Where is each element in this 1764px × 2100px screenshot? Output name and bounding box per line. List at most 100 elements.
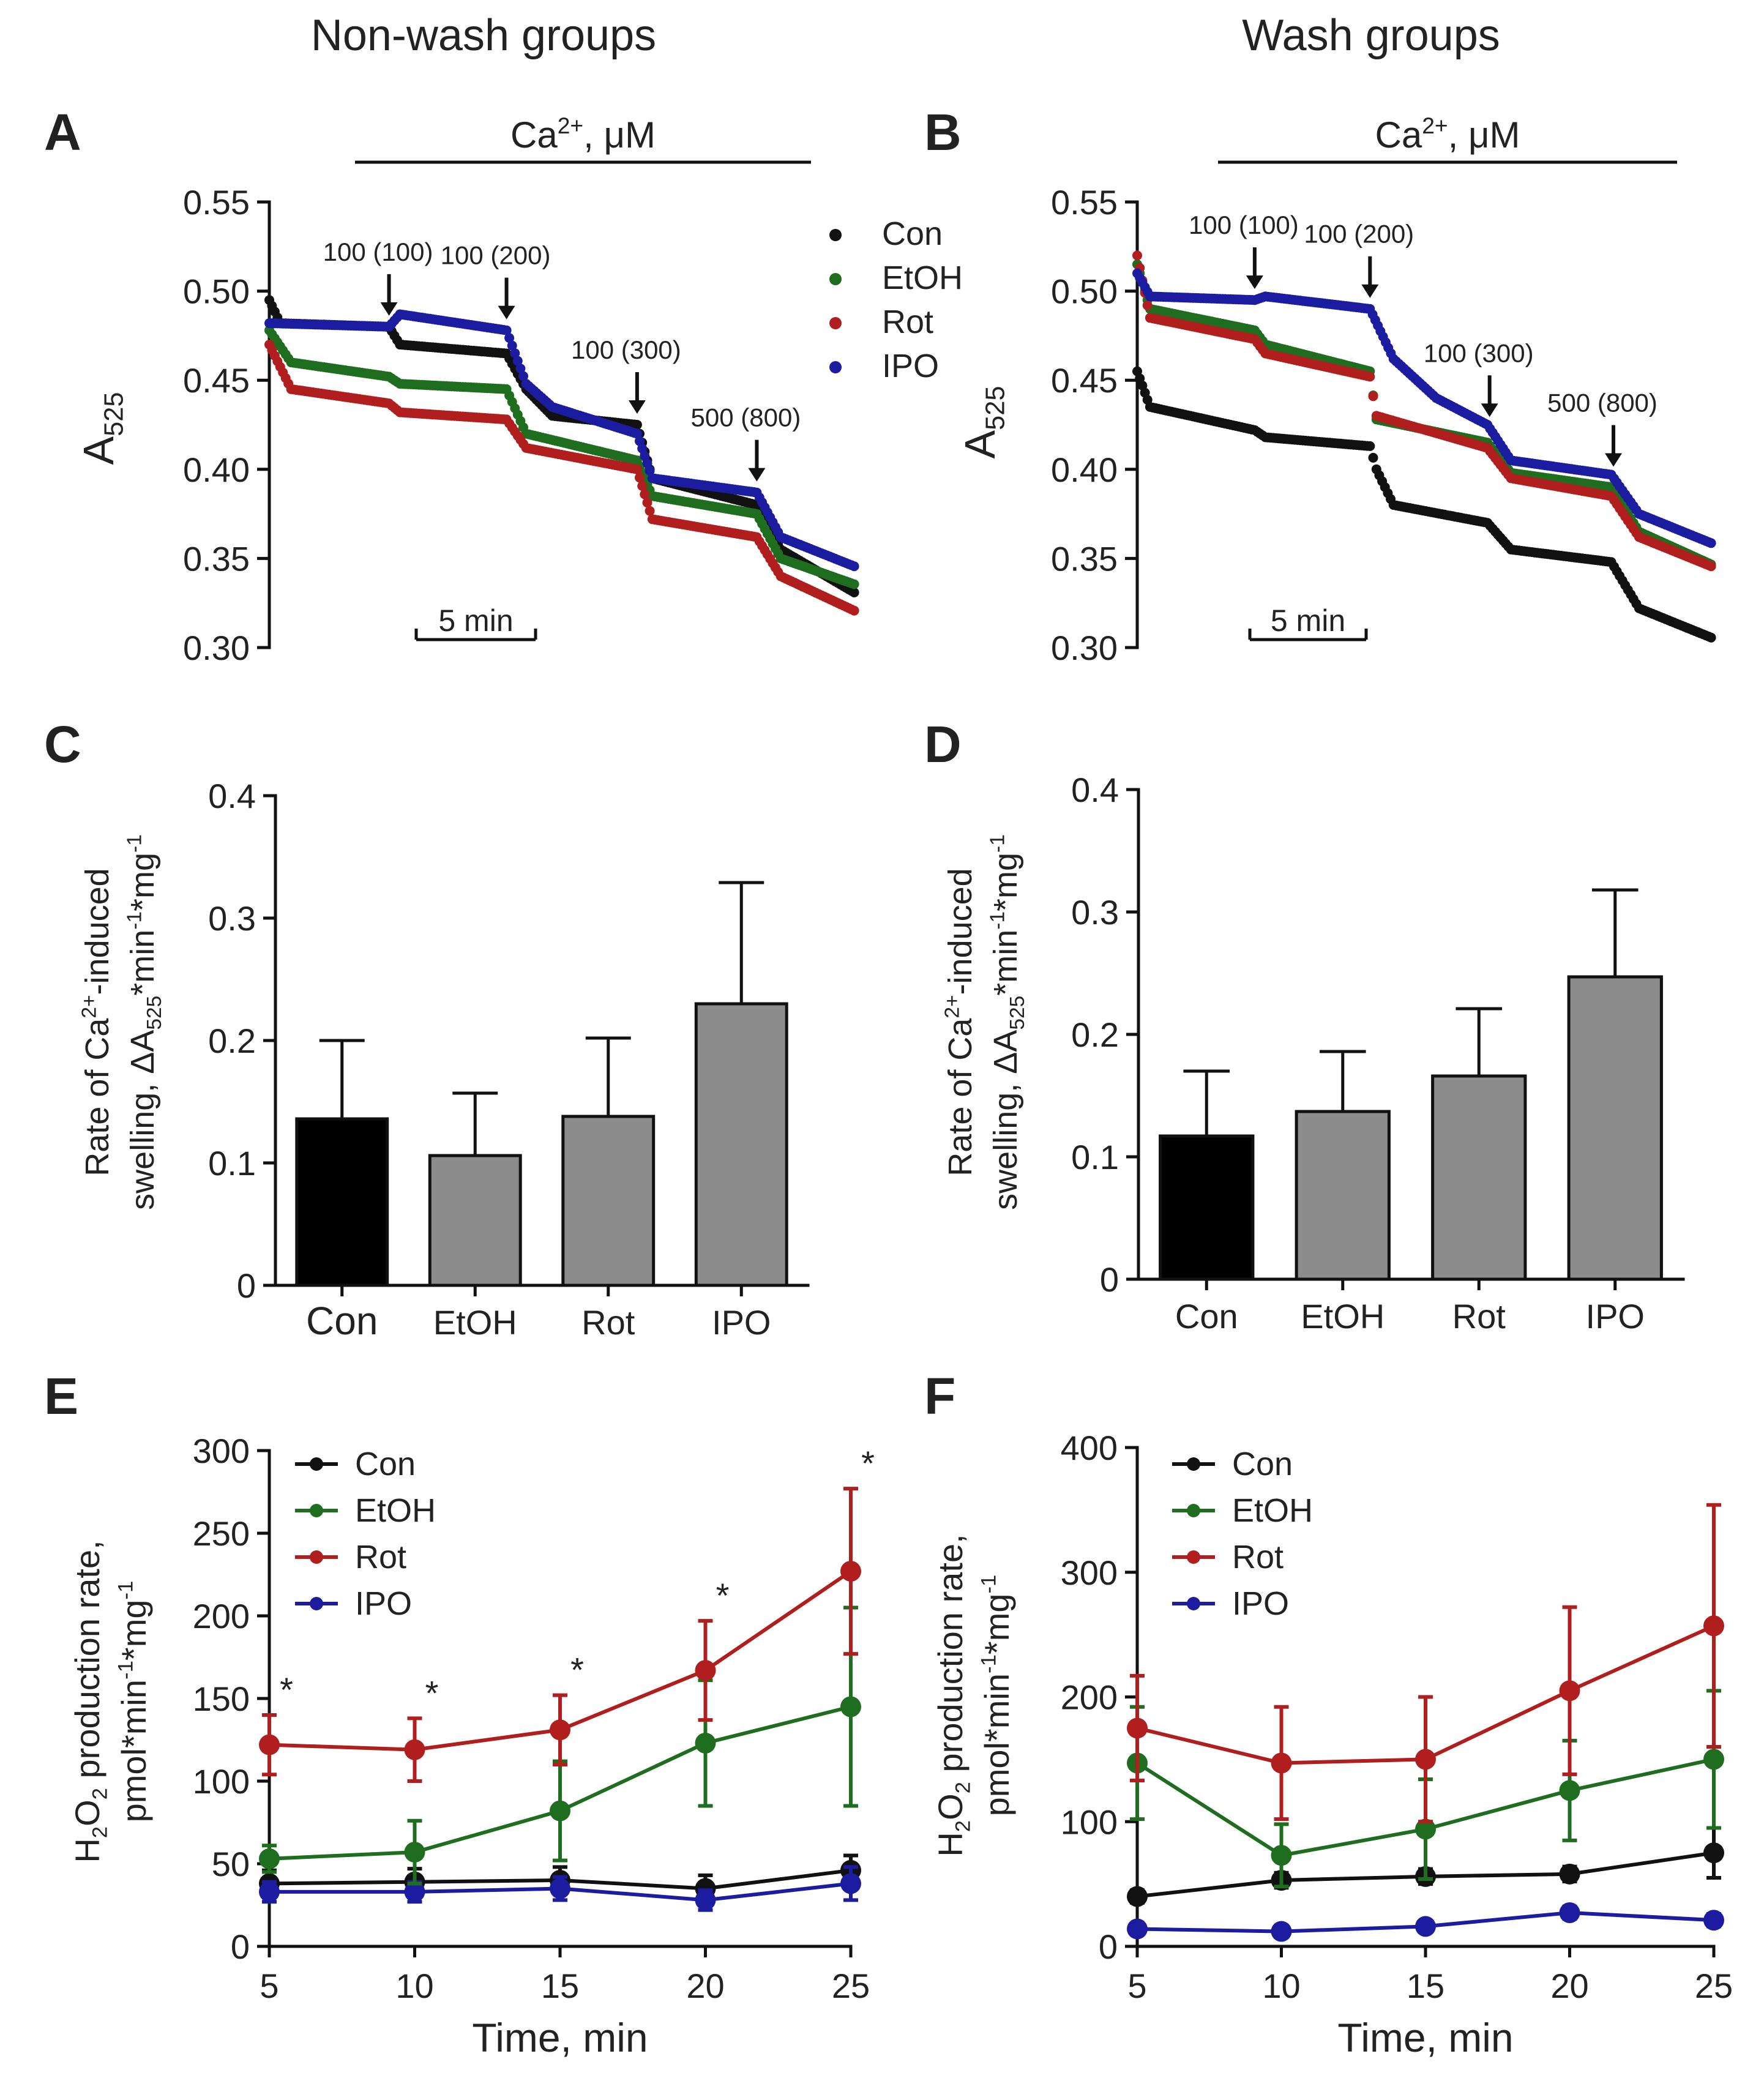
addition-label: 100 (100): [323, 237, 433, 266]
data-point-etoh: [1271, 1845, 1292, 1866]
ca-label-part: , μM: [583, 114, 656, 155]
y-axis-label-line1-part: 2: [951, 1782, 974, 1793]
trace-point-rot: [642, 498, 652, 508]
trace-point-rot: [1365, 372, 1375, 382]
ca-label-part: , μM: [1448, 114, 1520, 155]
x-tick-label: 20: [686, 1967, 724, 2005]
bar-ipo: [1567, 975, 1663, 1281]
y-tick-label: 0.4: [1071, 771, 1119, 809]
x-tick-label: EtOH: [1301, 1297, 1385, 1336]
trace-point-ipo: [515, 364, 526, 374]
y-tick-label: 0.3: [1071, 893, 1119, 932]
data-point-rot: [1703, 1615, 1724, 1637]
legend-marker-con: [310, 1457, 323, 1471]
trace-point-rot: [1132, 250, 1142, 261]
legend-marker-con: [829, 229, 842, 241]
addition-label: 100 (300): [571, 335, 681, 364]
y-tick-label: 0.1: [208, 1144, 256, 1183]
y-axis-label: A525: [75, 392, 129, 465]
y-axis-label-line1-part: O: [931, 1793, 970, 1820]
data-point-con: [1559, 1863, 1580, 1885]
y-tick-label: 300: [193, 1432, 250, 1470]
data-point-rot: [550, 1719, 570, 1741]
panel-label-A: A: [44, 103, 81, 161]
data-point-rot: [404, 1739, 425, 1760]
data-point-ipo: [1127, 1918, 1148, 1940]
y-axis-label-line2-part: *min: [124, 930, 161, 996]
trace-point-con: [1706, 632, 1716, 643]
significance-mark: *: [861, 1444, 875, 1482]
legend-label-etoh: EtOH: [355, 1492, 436, 1529]
legend-label-rot: Rot: [1232, 1539, 1284, 1575]
x-tick-label: 25: [1695, 1967, 1733, 2005]
y-axis-label: A525: [956, 386, 1010, 458]
trace-point-ipo: [504, 333, 515, 343]
data-point-con: [1703, 1842, 1724, 1864]
trace-point-ipo: [632, 428, 642, 439]
trace-point-con: [1365, 441, 1375, 451]
x-tick-label: Con: [1175, 1297, 1238, 1336]
y-tick-label: 0: [237, 1266, 256, 1305]
legend-marker-rot: [829, 317, 842, 329]
trace-point-rot: [1706, 561, 1716, 572]
data-point-etoh: [550, 1800, 570, 1822]
y-tick-label: 0.35: [1051, 539, 1118, 578]
ca-label-part: Ca: [510, 114, 558, 155]
data-point-ipo: [1559, 1902, 1580, 1923]
series-ipo: [1127, 1902, 1724, 1942]
x-tick-label: Rot: [1452, 1297, 1506, 1336]
y-axis-label-line1-part: -induced: [79, 868, 116, 995]
y-tick-label: 0.55: [1051, 183, 1118, 222]
y-axis-label-line2-part: *mg: [987, 853, 1024, 911]
y-axis-label-line2-part: swelling, ΔA: [987, 1030, 1024, 1210]
x-tick-label: Con: [306, 1299, 378, 1343]
addition-arrowhead: [380, 302, 398, 316]
y-axis-label-line2-part: -1: [987, 834, 1009, 853]
trace-point-ipo: [507, 340, 517, 351]
ca-label-part: 2+: [1422, 113, 1448, 138]
x-tick-label: 15: [1407, 1967, 1444, 2005]
legend-marker-ipo: [1187, 1597, 1200, 1610]
y-tick-label: 0.45: [183, 361, 250, 400]
bar-con: [1159, 1134, 1255, 1281]
data-point-rot: [695, 1660, 716, 1681]
addition-arrowhead: [1481, 403, 1498, 417]
significance-mark: *: [425, 1673, 439, 1712]
series-rot: [1127, 1503, 1724, 1824]
data-point-ipo: [1271, 1921, 1292, 1942]
y-axis-label-line1-part: Rate of Ca: [79, 1018, 116, 1176]
addition-arrowhead: [628, 400, 646, 414]
addition-arrowhead: [748, 468, 766, 482]
x-tick-label: 5: [260, 1967, 278, 2005]
trace-point-ipo: [645, 466, 655, 476]
data-point-etoh: [404, 1842, 425, 1863]
heading-non-wash: Non-wash groups: [311, 11, 656, 60]
data-point-rot: [1271, 1752, 1292, 1774]
trace-point-ipo: [501, 325, 512, 335]
y-tick-label: 50: [212, 1845, 250, 1883]
y-tick-label: 0: [231, 1927, 250, 1966]
y-axis-label-line1-part: O: [68, 1799, 107, 1826]
legend-marker-rot: [1187, 1550, 1200, 1564]
y-axis-label-line2-part: pmol*min: [114, 1680, 153, 1822]
significance-mark: *: [716, 1576, 730, 1615]
bar-ipo: [694, 1002, 788, 1287]
trace-point-rot: [635, 473, 645, 483]
y-axis-label-line2: pmol*min-1*mg-1: [114, 1581, 153, 1823]
y-axis-label-line1-part: 2: [951, 1820, 974, 1832]
y-axis-label-part: 525: [99, 392, 129, 436]
y-axis-label-line2: swelling, ΔA525*min-1*mg-1: [987, 834, 1029, 1210]
y-axis-label-line1-part: H: [931, 1832, 970, 1856]
y-tick-label: 0.2: [1071, 1015, 1119, 1054]
data-point-etoh: [695, 1732, 716, 1754]
y-tick-label: 0: [1099, 1927, 1118, 1966]
data-point-etoh: [259, 1848, 280, 1869]
y-tick-label: 0.55: [183, 183, 250, 222]
legend-label-rot: Rot: [355, 1539, 406, 1575]
y-axis-label-line1: H2O2 production rate,: [68, 1540, 111, 1863]
data-point-ipo: [404, 1881, 425, 1902]
trace-point-rot: [640, 489, 650, 499]
y-tick-label: 0.45: [1051, 361, 1118, 400]
legend-label-con: Con: [882, 215, 943, 252]
